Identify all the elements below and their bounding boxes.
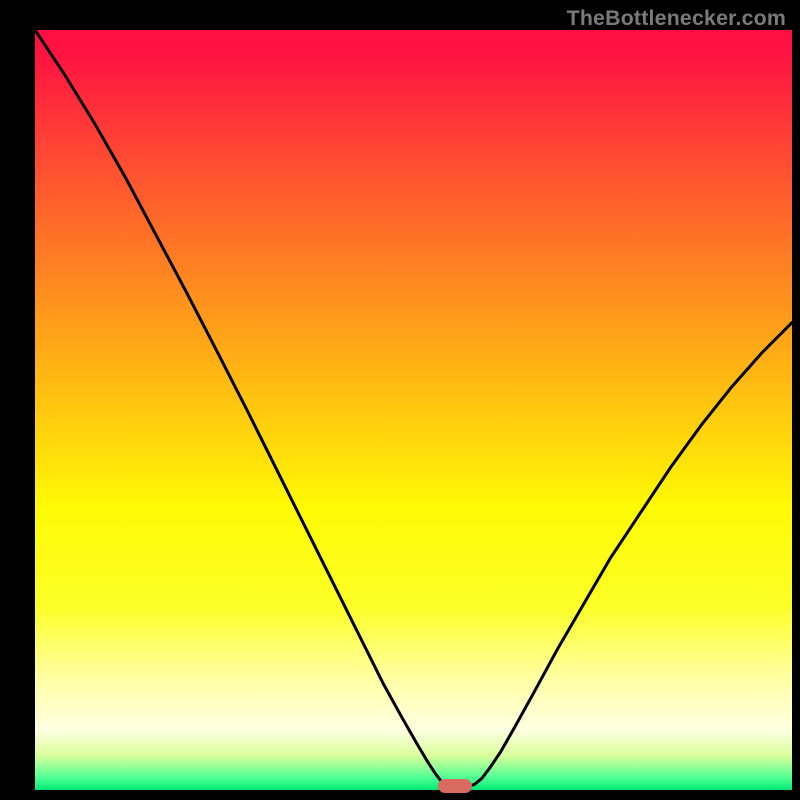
chart-frame: TheBottlenecker.com xyxy=(0,0,800,800)
optimal-point-marker xyxy=(438,779,472,793)
watermark-text: TheBottlenecker.com xyxy=(567,6,786,31)
bottleneck-curve xyxy=(0,0,800,800)
